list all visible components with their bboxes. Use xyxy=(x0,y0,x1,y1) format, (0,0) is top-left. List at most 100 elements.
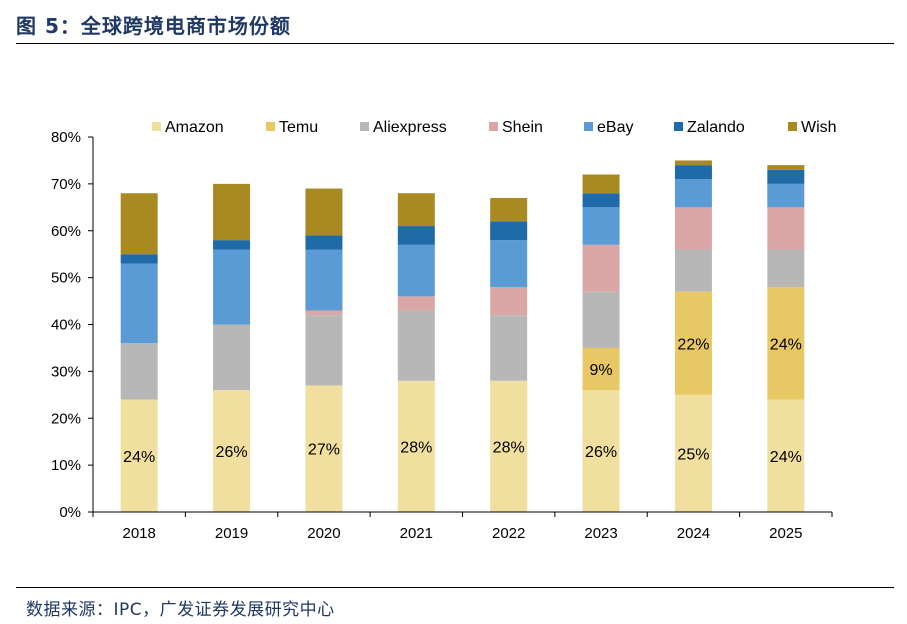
y-tick-label: 80% xyxy=(51,129,81,146)
x-tick-label-2023: 2023 xyxy=(584,525,617,542)
x-tick-label-2024: 2024 xyxy=(677,525,710,542)
bar-amazon-2019 xyxy=(213,390,251,512)
bar-amazon-2022 xyxy=(490,380,528,512)
data-label-amazon-2018: 24% xyxy=(123,449,155,466)
bar-zalando-2022 xyxy=(490,221,528,241)
x-tick-label-2025: 2025 xyxy=(769,525,802,542)
bar-ebay-2020 xyxy=(305,249,343,311)
bar-shein-2023 xyxy=(582,244,620,292)
bar-wish-2019 xyxy=(213,183,251,241)
data-label-amazon-2021: 28% xyxy=(400,439,432,456)
legend-label-temu: Temu xyxy=(279,119,318,136)
bar-zalando-2021 xyxy=(397,226,435,245)
legend-swatch-wish xyxy=(788,122,797,131)
bar-amazon-2021 xyxy=(397,380,435,512)
legend-label-ebay: eBay xyxy=(597,119,633,136)
y-tick-label: 10% xyxy=(51,457,81,474)
bar-wish-2023 xyxy=(582,174,620,194)
bar-aliexpress-2023 xyxy=(582,291,620,348)
bar-ebay-2018 xyxy=(120,263,158,344)
bar-aliexpress-2020 xyxy=(305,315,343,386)
bar-temu-2023 xyxy=(582,347,620,391)
y-tick-label: 20% xyxy=(51,410,81,427)
stacked-bar-chart: Amazon Temu Aliexpress Shein eBay Zalando Wish… xyxy=(51,119,837,542)
bar-amazon-2018 xyxy=(120,399,158,512)
y-tick-label: 60% xyxy=(51,223,81,240)
y-axis: 0% 10% 20% 30% 40% 50% 60% 70% 80% xyxy=(51,129,94,521)
data-label-temu-2025: 24% xyxy=(770,336,802,353)
bar-zalando-2025 xyxy=(767,169,805,184)
legend-swatch-temu xyxy=(266,122,275,131)
x-tick-label-2018: 2018 xyxy=(123,525,156,542)
bar-zalando-2024 xyxy=(674,165,712,180)
bar-wish-2020 xyxy=(305,188,343,236)
bar-aliexpress-2018 xyxy=(120,343,158,400)
y-tick-label: 40% xyxy=(51,317,81,334)
y-tick-label: 50% xyxy=(51,270,81,287)
bar-wish-2018 xyxy=(120,193,158,255)
data-label-amazon-2024: 25% xyxy=(677,446,709,463)
bar-aliexpress-2025 xyxy=(767,249,805,287)
bar-amazon-2023 xyxy=(582,390,620,512)
bar-ebay-2019 xyxy=(213,249,251,325)
bar-zalando-2023 xyxy=(582,193,620,208)
bar-amazon-2020 xyxy=(305,385,343,512)
legend-swatch-ebay xyxy=(584,122,593,131)
bar-aliexpress-2019 xyxy=(213,324,251,391)
legend-swatch-aliexpress xyxy=(360,122,369,131)
y-tick-label: 30% xyxy=(51,363,81,380)
data-label-amazon-2023: 26% xyxy=(585,444,617,461)
title-rule xyxy=(16,43,894,44)
footer-rule xyxy=(16,587,894,588)
bar-wish-2022 xyxy=(490,197,528,222)
bar-amazon-2025 xyxy=(767,399,805,512)
bar-ebay-2023 xyxy=(582,207,620,245)
legend-label-aliexpress: Aliexpress xyxy=(373,119,447,136)
bar-ebay-2021 xyxy=(397,244,435,297)
bar-temu-2024 xyxy=(674,291,712,395)
bar-amazon-2024 xyxy=(674,394,712,512)
bar-wish-2024 xyxy=(674,160,712,166)
legend: Amazon Temu Aliexpress Shein eBay Zalando Wish xyxy=(152,119,837,136)
legend-label-wish: Wish xyxy=(801,119,837,136)
legend-swatch-zalando xyxy=(674,122,683,131)
figure-title: 图 5：全球跨境电商市场份额 xyxy=(16,14,291,38)
legend-label-amazon: Amazon xyxy=(165,119,224,136)
legend-label-shein: Shein xyxy=(502,119,543,136)
bars: 24% 26% 27% 28% 28% 26% 9% 25% 22% 24% 24% xyxy=(120,160,805,512)
bar-wish-2021 xyxy=(397,193,435,227)
data-label-amazon-2025: 24% xyxy=(770,449,802,466)
data-label-amazon-2019: 26% xyxy=(216,444,248,461)
bar-aliexpress-2022 xyxy=(490,315,528,381)
bar-ebay-2022 xyxy=(490,240,528,287)
x-tick-label-2021: 2021 xyxy=(400,525,433,542)
x-tick-label-2022: 2022 xyxy=(492,525,525,542)
bar-shein-2022 xyxy=(490,287,528,316)
y-tick-label: 70% xyxy=(51,176,81,193)
data-label-temu-2024: 22% xyxy=(677,336,709,353)
legend-swatch-shein xyxy=(489,122,498,131)
bar-aliexpress-2024 xyxy=(674,249,712,292)
x-tick-label-2020: 2020 xyxy=(307,525,340,542)
bar-aliexpress-2021 xyxy=(397,310,435,381)
bar-shein-2024 xyxy=(674,207,712,250)
data-label-amazon-2020: 27% xyxy=(308,442,340,459)
data-label-temu-2023: 9% xyxy=(590,362,613,379)
x-tick-label-2019: 2019 xyxy=(215,525,248,542)
legend-swatch-amazon xyxy=(152,122,161,131)
bar-temu-2025 xyxy=(767,287,805,400)
y-tick-label: 0% xyxy=(59,504,81,521)
bar-ebay-2025 xyxy=(767,183,805,208)
bar-ebay-2024 xyxy=(674,179,712,208)
bar-shein-2021 xyxy=(397,296,435,311)
data-label-amazon-2022: 28% xyxy=(493,439,525,456)
bar-zalando-2020 xyxy=(305,235,343,250)
legend-label-zalando: Zalando xyxy=(687,119,745,136)
bar-wish-2025 xyxy=(767,165,805,170)
source-note: 数据来源：IPC，广发证券发展研究中心 xyxy=(26,600,335,620)
bar-zalando-2018 xyxy=(120,254,158,264)
x-axis: 2018 2019 2020 2021 2022 2023 2024 2025 xyxy=(92,511,833,542)
bar-zalando-2019 xyxy=(213,240,251,250)
bar-shein-2025 xyxy=(767,207,805,250)
bar-shein-2020 xyxy=(305,310,343,316)
